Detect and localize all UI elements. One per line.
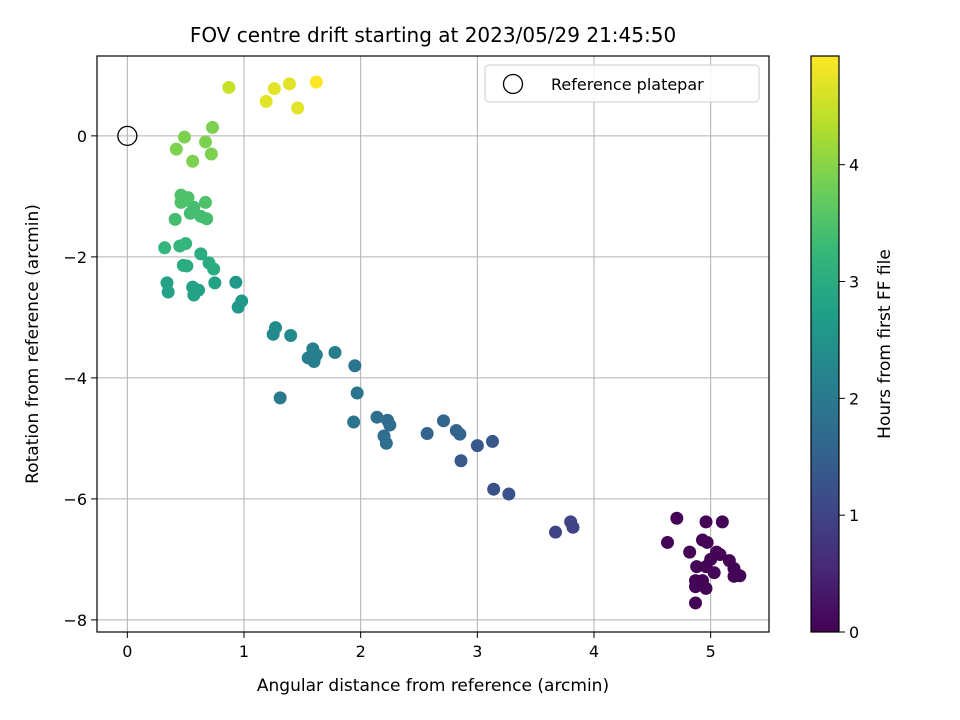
y-tick-label: −6 [63, 490, 87, 509]
data-point [207, 262, 221, 276]
plot-area: 0 1 2 3 4 5 −8 −6 −4 −2 0 [63, 55, 770, 661]
colorbar-gradient [811, 56, 839, 632]
data-point [186, 154, 200, 168]
data-point [309, 75, 323, 89]
data-point [689, 596, 702, 610]
data-point [348, 359, 362, 373]
plot-frame [96, 55, 770, 633]
data-point [683, 545, 697, 559]
data-point [328, 345, 342, 359]
colorbar-label: Hours from first FF file [875, 249, 895, 439]
data-point [370, 410, 384, 424]
data-point [549, 525, 562, 539]
data-point [179, 237, 193, 251]
data-point [168, 212, 182, 226]
data-point [231, 300, 245, 314]
data-point [454, 454, 468, 468]
data-point [502, 487, 516, 501]
x-tick-label: 0 [122, 642, 132, 661]
reference-marker [117, 125, 138, 147]
legend-entry-reference: Reference platepar [551, 75, 704, 94]
colorbar-frame [810, 55, 840, 633]
data-point [486, 434, 499, 448]
data-point [222, 80, 236, 94]
data-point [200, 212, 214, 226]
data-point [208, 276, 222, 290]
data-point [727, 569, 741, 583]
data-point [178, 130, 191, 144]
data-point [158, 241, 172, 255]
data-point [169, 142, 183, 156]
data-point [379, 436, 393, 450]
colorbar-tick-label: 3 [849, 272, 859, 291]
colorbar: 0 1 2 3 4 Hours from first FF file [810, 55, 895, 642]
data-points [158, 75, 747, 610]
data-point [273, 391, 287, 405]
data-point [420, 427, 434, 441]
data-point [470, 439, 484, 453]
data-point [161, 285, 175, 299]
legend: Reference platepar [484, 64, 760, 103]
data-point [700, 535, 714, 549]
legend-marker-reference [502, 73, 524, 95]
data-point [306, 342, 320, 356]
y-tick-label: −2 [63, 248, 87, 267]
data-point [690, 560, 704, 574]
data-point [291, 101, 305, 115]
data-point [566, 520, 580, 534]
data-point [670, 511, 684, 525]
data-point [204, 147, 218, 161]
data-point [707, 566, 721, 580]
x-tick-label: 3 [472, 642, 482, 661]
data-point [194, 247, 208, 261]
colorbar-ticks: 0 1 2 3 4 [839, 156, 859, 642]
data-point [284, 329, 298, 343]
data-point [453, 427, 467, 441]
data-point [715, 515, 729, 529]
y-axis-label: Rotation from reference (arcmin) [23, 204, 43, 484]
data-point [187, 200, 201, 214]
x-tick-label: 2 [356, 642, 366, 661]
y-tick-label: −8 [63, 611, 87, 630]
y-axis-ticks: −8 −6 −4 −2 0 [63, 127, 97, 630]
data-point [704, 552, 718, 566]
grid [97, 56, 769, 632]
data-point [437, 414, 450, 428]
chart-title: FOV centre drift starting at 2023/05/29 … [190, 23, 676, 47]
x-axis-label: Angular distance from reference (arcmin) [257, 676, 609, 696]
data-point [383, 418, 397, 432]
legend-box [484, 64, 760, 103]
data-point [229, 275, 243, 289]
data-point [699, 581, 713, 595]
reference-point [117, 125, 138, 147]
data-point [176, 258, 190, 272]
data-point [350, 386, 364, 400]
data-point [206, 120, 219, 134]
y-tick-label: 0 [77, 127, 87, 146]
x-tick-label: 5 [706, 642, 716, 661]
colorbar-tick-label: 0 [849, 623, 859, 642]
data-point [259, 94, 273, 108]
data-point [283, 77, 296, 91]
x-tick-label: 4 [589, 642, 599, 661]
data-point [699, 515, 713, 529]
data-point [269, 321, 282, 335]
x-axis-ticks: 0 1 2 3 4 5 [122, 632, 716, 661]
data-point [487, 482, 501, 496]
colorbar-tick-label: 4 [849, 156, 859, 175]
data-point [192, 283, 205, 297]
data-point [689, 580, 702, 594]
data-point [267, 82, 281, 96]
x-tick-label: 1 [239, 642, 249, 661]
y-tick-label: −4 [63, 369, 87, 388]
data-point [347, 415, 361, 429]
data-point [174, 188, 188, 202]
data-point [661, 535, 674, 549]
data-point [199, 135, 212, 149]
colorbar-tick-label: 1 [849, 506, 859, 525]
colorbar-tick-label: 2 [849, 389, 859, 408]
data-point [199, 195, 212, 209]
